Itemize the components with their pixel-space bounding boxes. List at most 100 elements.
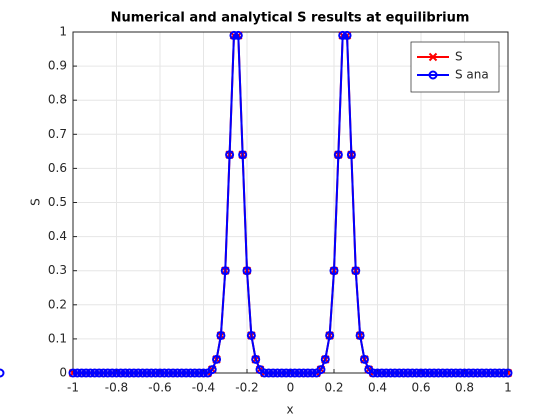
data-point: [481, 368, 491, 378]
x-tick-label: -0.8: [105, 381, 128, 395]
data-point: [294, 368, 304, 378]
data-point: [368, 368, 378, 378]
data-point: [325, 330, 335, 340]
data-point: [268, 368, 278, 378]
data-point: [220, 266, 230, 276]
data-point: [72, 368, 82, 378]
data-point: [307, 368, 317, 378]
x-axis-label: x: [286, 403, 293, 417]
data-point: [112, 368, 121, 378]
data-point: [316, 365, 326, 375]
data-point: [281, 368, 291, 378]
data-point: [216, 330, 226, 340]
data-point: [473, 368, 483, 378]
data-point: [142, 368, 152, 378]
x-tick-label: 0.6: [411, 381, 430, 395]
data-point: [455, 368, 465, 378]
data-point: [246, 330, 256, 340]
y-tick-label: 0.2: [48, 297, 67, 311]
y-axis-label: S: [29, 198, 43, 206]
x-tick-label: 0.8: [455, 381, 474, 395]
data-point: [451, 368, 461, 378]
data-point: [329, 266, 339, 276]
data-point: [351, 266, 361, 276]
data-point: [185, 368, 195, 378]
data-point: [272, 368, 282, 378]
data-point: [164, 368, 174, 378]
y-tick-label: 0.5: [48, 195, 67, 209]
data-point: [303, 368, 313, 378]
data-point: [399, 368, 409, 378]
data-point: [103, 368, 113, 378]
data-point: [151, 368, 161, 378]
x-tick-label: -0.6: [148, 381, 171, 395]
x-tick-label: 0.4: [368, 381, 387, 395]
data-point: [172, 368, 182, 378]
data-point: [116, 368, 126, 378]
data-point: [242, 266, 252, 276]
data-point: [342, 30, 352, 40]
y-tick-label: 0.4: [48, 229, 67, 243]
chart-title: Numerical and analytical S results at eq…: [111, 11, 470, 26]
data-point: [207, 365, 217, 375]
legend-marker: [428, 70, 438, 80]
data-point: [420, 368, 430, 378]
data-point: [299, 368, 309, 378]
data-point: [90, 368, 100, 378]
data-point: [98, 368, 108, 378]
data-point: [442, 368, 452, 378]
data-point: [499, 368, 509, 378]
data-point: [120, 368, 130, 378]
data-point: [107, 368, 117, 378]
data-point: [68, 368, 78, 378]
data-point: [386, 368, 396, 378]
data-point: [346, 150, 356, 160]
data-point: [125, 368, 135, 378]
data-point: [320, 354, 330, 364]
data-point: [468, 368, 478, 378]
data-point: [259, 368, 269, 378]
data-point: [433, 368, 443, 378]
data-point: [194, 368, 204, 378]
data-point: [77, 368, 87, 378]
legend-label: S ana: [455, 68, 489, 82]
data-point: [85, 368, 95, 378]
data-point: [177, 368, 187, 378]
x-tick-label: -1: [67, 381, 79, 395]
data-point: [286, 368, 295, 378]
data-point: [155, 368, 165, 378]
data-point: [477, 368, 487, 378]
data-point: [373, 368, 382, 378]
data-point: [129, 368, 139, 378]
data-point: [138, 368, 148, 378]
data-point: [438, 368, 448, 378]
y-tick-label: 0.3: [48, 263, 67, 277]
data-point: [394, 368, 404, 378]
data-point: [251, 354, 261, 364]
x-tick-label: 0.2: [324, 381, 343, 395]
x-tick-label: -0.4: [192, 381, 215, 395]
x-tick-label: 1: [504, 381, 512, 395]
data-point: [0, 368, 5, 378]
data-point: [133, 368, 143, 378]
data-point: [412, 368, 422, 378]
data-point: [377, 368, 387, 378]
data-point: [225, 150, 235, 160]
data-point: [359, 354, 369, 364]
data-point: [181, 368, 191, 378]
data-point: [146, 368, 156, 378]
data-point: [238, 150, 248, 160]
y-tick-label: 0.7: [48, 127, 67, 141]
data-point: [486, 368, 496, 378]
data-point: [159, 368, 169, 378]
legend-box: [410, 41, 500, 93]
data-point: [355, 330, 365, 340]
legend-label: S: [455, 50, 463, 64]
data-point: [403, 368, 413, 378]
data-point: [277, 368, 287, 378]
data-point: [229, 30, 239, 40]
data-point: [446, 368, 456, 378]
y-tick-label: 0: [59, 366, 67, 380]
x-tick-label: -0.2: [235, 381, 258, 395]
